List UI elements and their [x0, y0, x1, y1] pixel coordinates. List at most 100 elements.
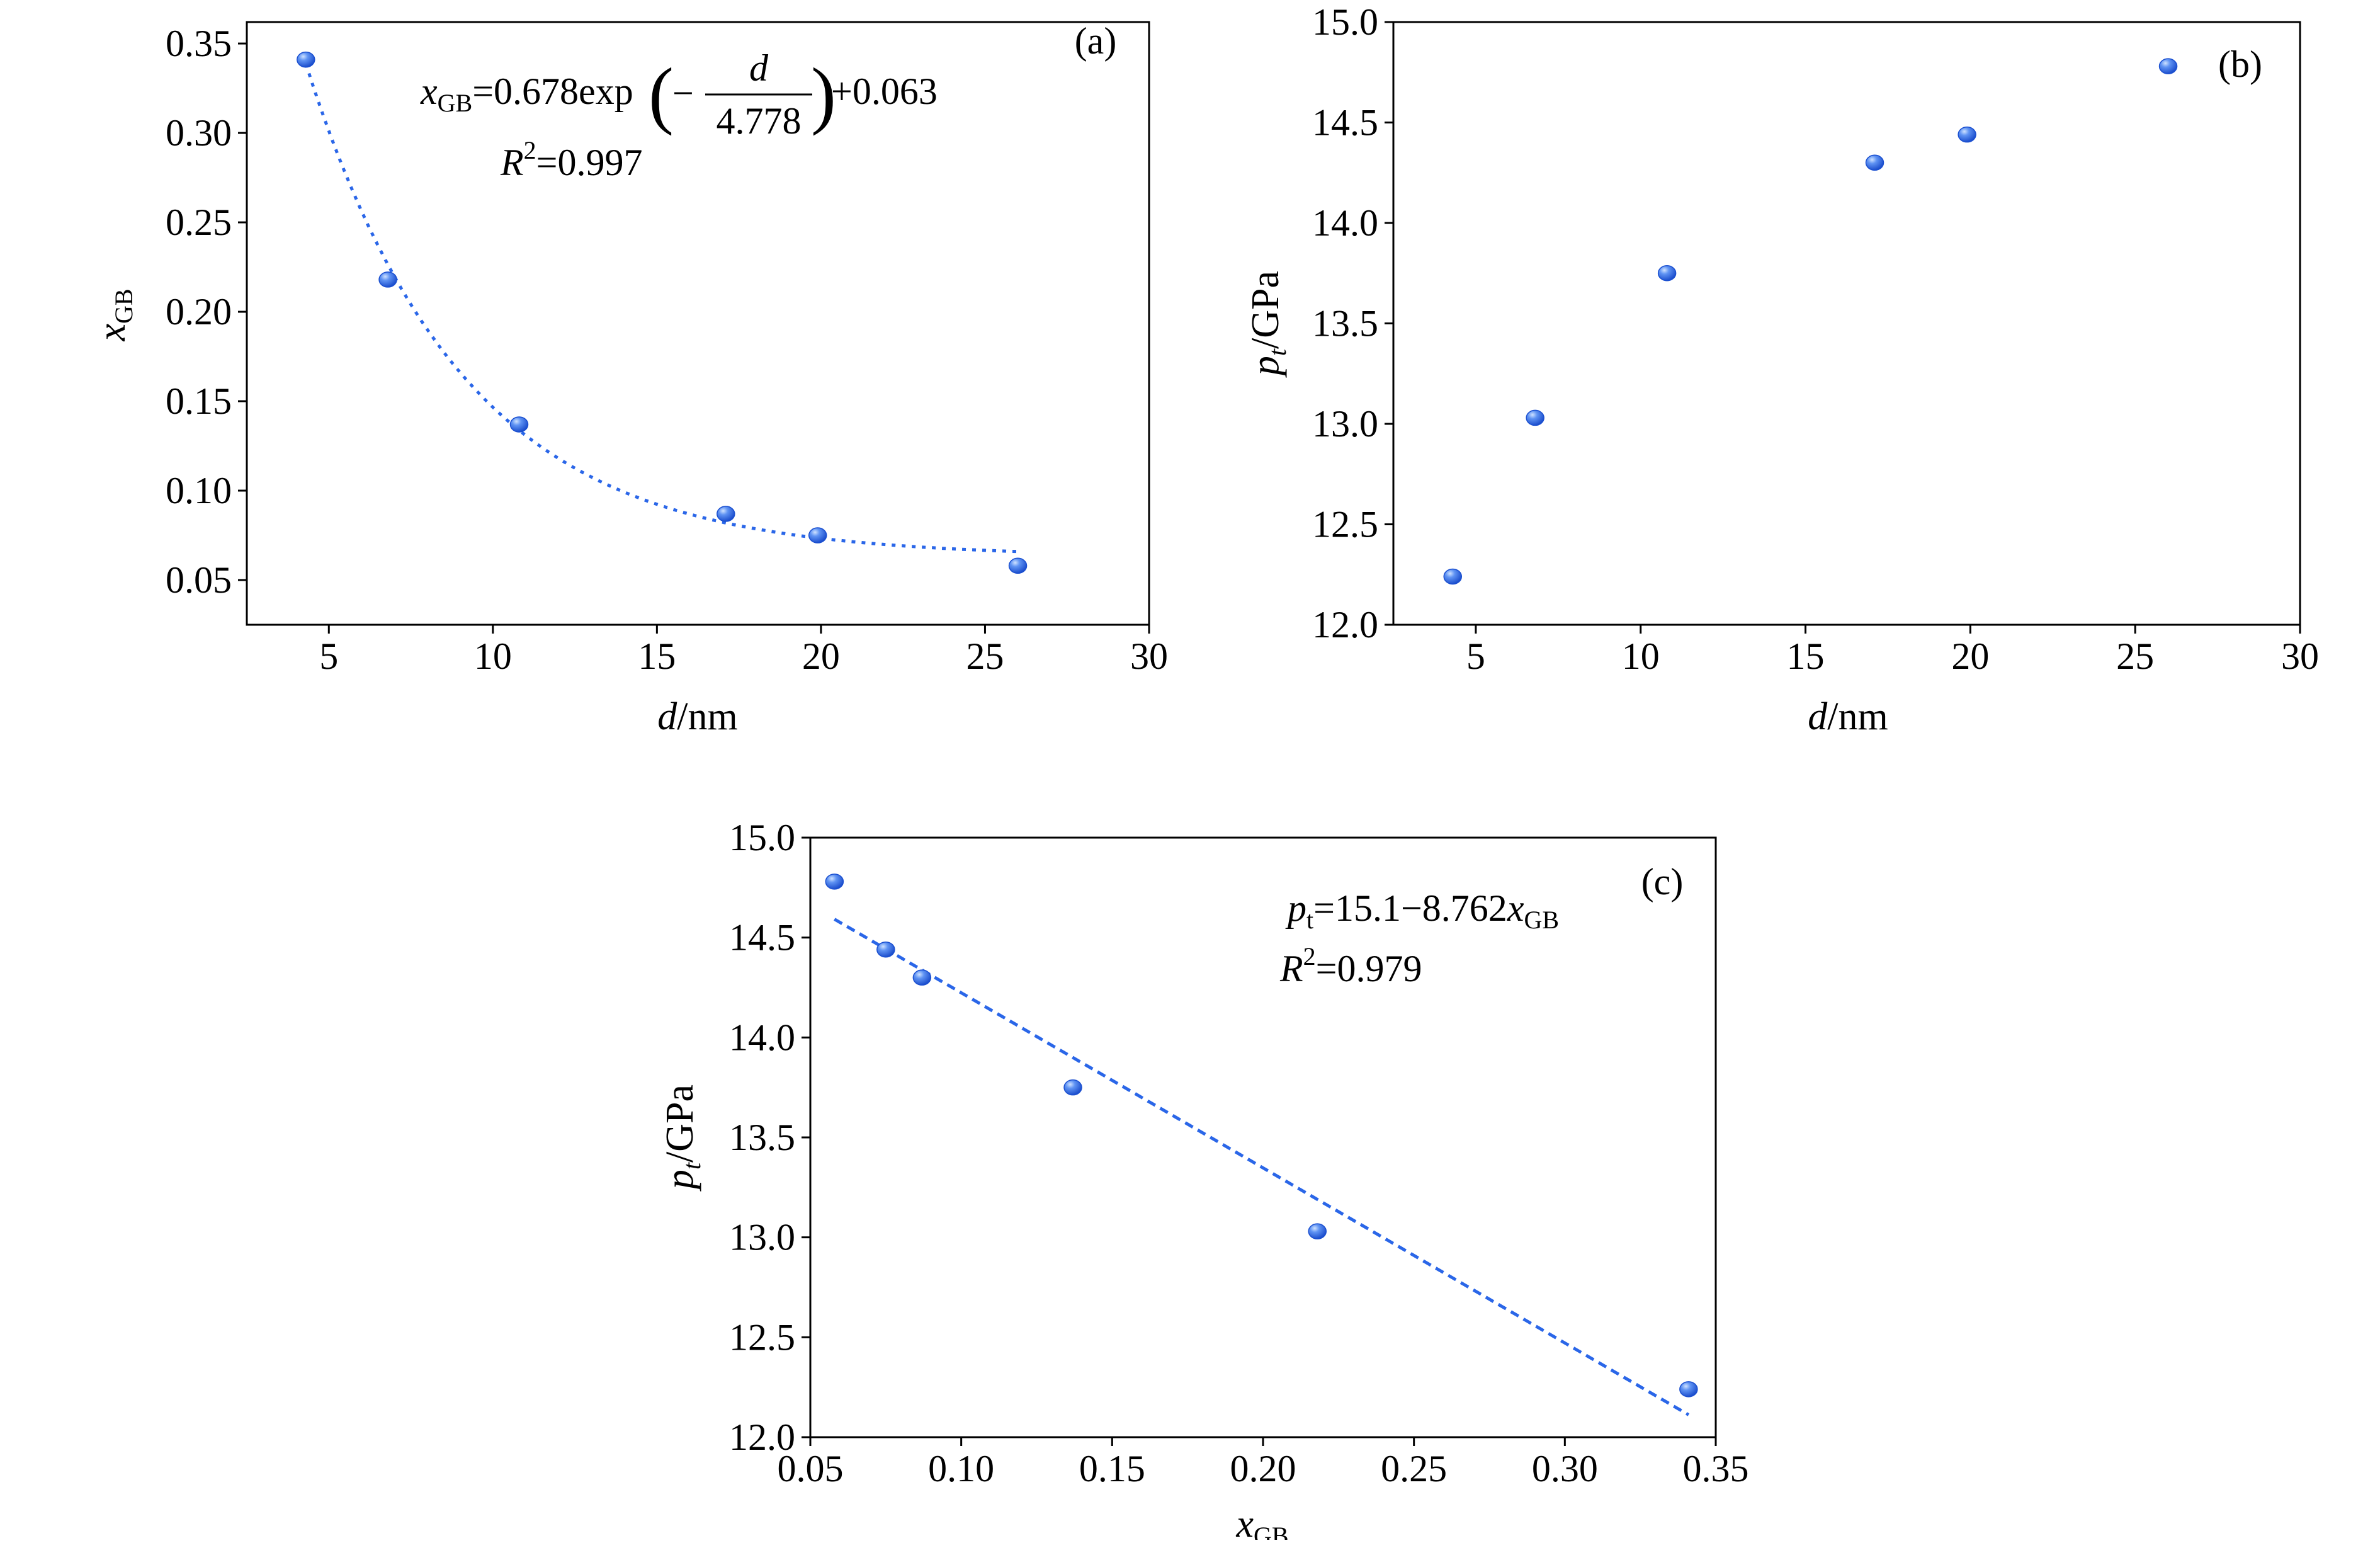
panel-a-x-ticks: 5 10 15 20 25 30: [319, 625, 1168, 677]
panel-a-eq-numerator: d: [749, 47, 769, 89]
panel-a-y-tick-label: 0.10: [166, 470, 232, 511]
panel-a-eq-constant: +0.063: [831, 71, 938, 112]
panel-a-label: (a): [1075, 20, 1117, 62]
panel-a-data-point: [1008, 557, 1028, 574]
panel-b-points: [1443, 58, 2178, 585]
panel-a-x-tick-label: 5: [319, 635, 338, 677]
panel-c-eq-lhs-sub: t: [1306, 906, 1313, 934]
panel-b-y-tick-label: 12.0: [1312, 604, 1378, 646]
panel-c-r2-value: =0.979: [1316, 948, 1422, 989]
panel-c-x-tick-label: 0.25: [1381, 1448, 1447, 1489]
panel-c-y-tick-label: 15.0: [729, 817, 795, 858]
panel-c-y-tick-label: 14.5: [729, 917, 795, 959]
panel-b-x-tick-label: 20: [1951, 635, 1989, 677]
panel-b-data-point: [1526, 409, 1544, 426]
panel-b-y-tick-label: 15.0: [1312, 1, 1378, 43]
panel-c-eq-lhs: p: [1285, 887, 1306, 929]
panel-c-data-point: [1308, 1223, 1327, 1239]
panel-b-x-tick-label: 15: [1787, 635, 1825, 677]
panel-c-y-tick-label: 13.5: [729, 1117, 795, 1158]
panel-a-r2-value: =0.997: [536, 142, 643, 183]
panel-a-y-tick-label: 0.05: [166, 559, 232, 601]
panel-a-x-tick-label: 10: [474, 635, 512, 677]
panel-c-y-tick-label: 12.0: [729, 1416, 795, 1458]
panel-a-x-tick-label: 30: [1130, 635, 1168, 677]
panel-a-r2-R: R: [500, 142, 524, 183]
panel-c-data-point: [1063, 1079, 1082, 1096]
panel-a-data-point: [378, 271, 397, 288]
panel-a-y-tick-label: 0.35: [166, 23, 232, 64]
panel-c-y-axis-label: pt/GPa: [659, 1085, 706, 1192]
panel-c-x-ticks: 0.05 0.10 0.15 0.20 0.25 0.30 0.35: [778, 1437, 1749, 1489]
panel-b-data-point: [1865, 154, 1884, 171]
panel-a-y-tick-label: 0.30: [166, 112, 232, 154]
panel-c-data-point: [876, 941, 895, 958]
panel-b-y-tick-label: 12.5: [1312, 504, 1378, 545]
panel-b-x-ticks: 5 10 15 20 25 30: [1466, 625, 2319, 677]
panel-c-y-tick-label: 12.5: [729, 1316, 795, 1358]
panel-c-plot-frame: [809, 836, 1717, 1438]
panel-c-x-axis-label: xGB: [1235, 1503, 1288, 1540]
panel-c-data-point: [1679, 1381, 1698, 1398]
panel-a-x-tick-label: 25: [966, 635, 1004, 677]
panel-b-plot-frame: [1392, 21, 2301, 626]
panel-a-eq-paren-close: ): [811, 52, 836, 136]
panel-a-plot-frame: [246, 21, 1150, 626]
panel-c-x-tick-label: 0.30: [1532, 1448, 1598, 1489]
panel-c-label: (c): [1641, 861, 1684, 902]
panel-c-x-tick-label: 0.05: [778, 1448, 844, 1489]
panel-c-y-tick-label: 14.0: [729, 1016, 795, 1058]
panel-a-y-tick-label: 0.20: [166, 291, 232, 333]
panel-a-eq-paren-open: (: [649, 52, 674, 136]
panel-b-x-tick-label: 30: [2281, 635, 2319, 677]
panel-b-x-tick-label: 5: [1466, 635, 1485, 677]
panel-c-data-point: [912, 969, 932, 986]
panel-b-data-point: [1958, 126, 1976, 143]
panel-a-equation: xGB=0.678exp ( − d 4.778 ) +0.063 R2=0.9…: [420, 47, 938, 183]
panel-c-x-tick-label: 0.10: [928, 1448, 994, 1489]
panel-c-data-point: [825, 874, 844, 890]
panel-a-r2-sup: 2: [524, 136, 536, 164]
panel-c-eq-var-sub: GB: [1524, 906, 1559, 934]
panel-c-r2-sup: 2: [1303, 942, 1316, 971]
panel-c-equation: pt=15.1−8.762xGB R2=0.979: [1279, 887, 1559, 989]
panel-b-data-point: [1443, 568, 1463, 585]
panel-b-label: (b): [2218, 43, 2262, 85]
panel-c-fit-line-group: [834, 918, 1690, 1416]
svg-text:R2=0.997: R2=0.997: [500, 136, 643, 183]
panel-a-y-axis-label: xGB: [91, 288, 138, 341]
panel-b-y-tick-label: 14.0: [1312, 202, 1378, 244]
panel-a-fit-curve-group: [304, 63, 1018, 554]
svg-text:R2=0.979: R2=0.979: [1279, 942, 1422, 989]
panel-c-chart: 0.05 0.10 0.15 0.20 0.25 0.30 0.35 12.0 12.5 13.…: [659, 817, 1749, 1543]
panel-a-x-axis-label: d/nm: [657, 695, 737, 738]
panel-b-x-tick-label: 25: [2116, 635, 2154, 677]
panel-a-data-point: [297, 51, 315, 68]
panel-a-fit-line: [304, 63, 1018, 554]
panel-a-eq-denominator: 4.778: [717, 100, 802, 142]
panel-c-r2-R: R: [1279, 948, 1303, 989]
panel-a-eq-lhs-sub: GB: [438, 89, 473, 117]
panel-c-x-tick-label: 0.35: [1683, 1448, 1749, 1489]
panel-a-y-tick-label: 0.25: [166, 202, 232, 243]
panel-a-y-ticks: 0.05 0.10 0.15 0.20 0.25 0.30 0.35: [166, 23, 247, 601]
panel-b-y-tick-label: 13.5: [1312, 303, 1378, 344]
svg-text:xGB=0.678exp: xGB=0.678exp: [420, 71, 633, 117]
panel-b-data-point: [1657, 265, 1677, 282]
panel-a-points: [297, 51, 1028, 574]
panel-b-x-axis-label: d/nm: [1808, 695, 1888, 738]
panel-a-chart: 5 10 15 20 25 30 0.05 0.10 0.15 0.20 0.25 0.30 0.35…: [91, 20, 1168, 738]
panel-a-data-point: [808, 527, 827, 544]
panel-c-eq-rhs: =15.1−8.762: [1313, 887, 1507, 929]
panel-c-x-tick-label: 0.20: [1230, 1448, 1296, 1489]
panel-a-eq-lhs: x: [420, 71, 438, 112]
panel-c-eq-var: x: [1507, 887, 1524, 929]
panel-b-chart: 5 10 15 20 25 30 12.0 12.5 13.0 13.5 14.0 14.5 15.0…: [1244, 1, 2319, 738]
panel-b-y-tick-label: 13.0: [1312, 403, 1378, 445]
svg-text:pt=15.1−8.762xGB: pt=15.1−8.762xGB: [1285, 887, 1559, 934]
panel-c-y-ticks: 12.0 12.5 13.0 13.5 14.0 14.5 15.0: [729, 817, 810, 1458]
panel-b-y-axis-label: pt/GPa: [1244, 271, 1291, 378]
panel-a-x-tick-label: 15: [638, 635, 676, 677]
panel-b-data-point: [2158, 58, 2178, 74]
